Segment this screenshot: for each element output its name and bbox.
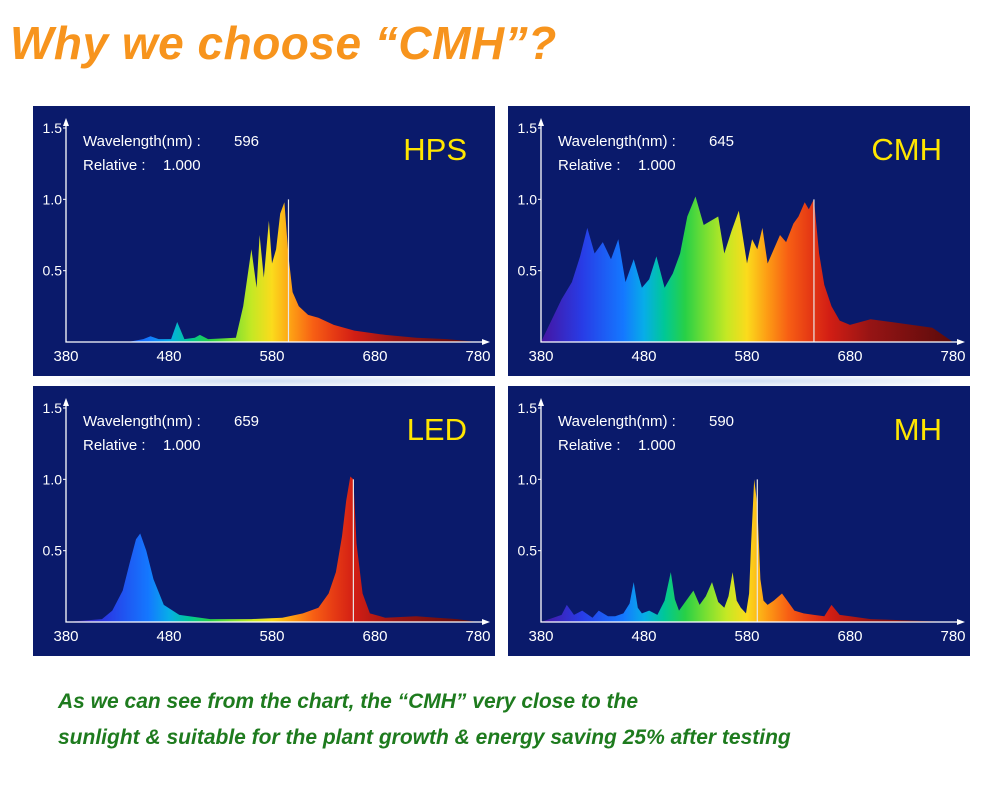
- y-tick-label: 1.0: [518, 471, 538, 487]
- wavelength-value: 659: [234, 413, 259, 430]
- axes: [540, 122, 961, 343]
- x-tick-label: 580: [259, 348, 284, 365]
- x-tick-label: 680: [362, 348, 387, 365]
- y-axis-arrow-icon: [538, 398, 544, 406]
- x-tick-label: 380: [53, 628, 78, 645]
- spectrum-panel-cmh: 380 480 580 680 780 1.5 1.0 0.5 Wavelength(nm) :…: [508, 106, 970, 376]
- spectrum-area-cmh: [541, 196, 953, 342]
- x-tick-label: 780: [465, 348, 490, 365]
- x-axis-arrow-icon: [957, 619, 965, 625]
- relative-label: Relative :: [83, 157, 146, 174]
- panel-reflection-right: [540, 376, 940, 386]
- axes: [65, 402, 486, 623]
- spectrum-chart-cmh: 380 480 580 680 780 1.5 1.0 0.5 Wavelength(nm) :…: [518, 118, 966, 365]
- relative-label: Relative :: [558, 437, 621, 454]
- panel-reflection-left: [60, 376, 460, 386]
- page-title: Why we choose “CMH”?: [10, 17, 557, 69]
- x-tick-label: 780: [940, 628, 965, 645]
- wavelength-label: Wavelength(nm) :: [83, 413, 201, 430]
- y-tick-label: 0.5: [43, 263, 63, 279]
- spectrum-panel-mh: 380 480 580 680 780 1.5 1.0 0.5 Wavelength(nm) :…: [508, 386, 970, 656]
- wavelength-label: Wavelength(nm) :: [558, 413, 676, 430]
- lamp-type-title: LED: [407, 412, 467, 447]
- relative-label: Relative :: [83, 437, 146, 454]
- y-axis-arrow-icon: [63, 118, 69, 126]
- x-tick-label: 780: [940, 348, 965, 365]
- x-tick-label: 380: [528, 348, 553, 365]
- spectrum-area-mh: [541, 479, 953, 622]
- x-tick-label: 480: [631, 628, 656, 645]
- x-tick-label: 780: [465, 628, 490, 645]
- x-tick-label: 680: [362, 628, 387, 645]
- lamp-type-title: MH: [894, 412, 942, 447]
- x-tick-label: 480: [156, 628, 181, 645]
- x-tick-label: 580: [734, 348, 759, 365]
- relative-value: 1.000: [163, 437, 201, 454]
- x-axis-arrow-icon: [482, 619, 490, 625]
- y-tick-label: 1.0: [43, 191, 63, 207]
- caption-line-1: As we can see from the chart, the “CMH” …: [58, 690, 639, 713]
- axes: [540, 402, 961, 623]
- spectrum-area-hps: [66, 202, 478, 342]
- y-tick-label: 1.0: [43, 471, 63, 487]
- wavelength-label: Wavelength(nm) :: [558, 133, 676, 150]
- relative-value: 1.000: [638, 437, 676, 454]
- x-tick-label: 480: [631, 348, 656, 365]
- x-tick-label: 680: [837, 348, 862, 365]
- x-tick-label: 580: [734, 628, 759, 645]
- lamp-type-title: HPS: [403, 132, 467, 167]
- y-tick-label: 0.5: [43, 543, 63, 559]
- spectrum-panel-led: 380 480 580 680 780 1.5 1.0 0.5 Wavelength(nm) :…: [33, 386, 495, 656]
- x-axis-arrow-icon: [482, 339, 490, 345]
- x-tick-label: 380: [528, 628, 553, 645]
- y-tick-label: 0.5: [518, 543, 538, 559]
- x-tick-label: 680: [837, 628, 862, 645]
- y-tick-label: 1.5: [518, 120, 538, 136]
- y-tick-label: 1.5: [43, 120, 63, 136]
- axes: [65, 122, 486, 343]
- x-tick-label: 580: [259, 628, 284, 645]
- wavelength-value: 645: [709, 133, 734, 150]
- spectrum-area-led: [66, 476, 478, 622]
- y-axis-arrow-icon: [538, 118, 544, 126]
- caption-line-2: sunlight & suitable for the plant growth…: [58, 726, 791, 749]
- y-tick-label: 1.5: [518, 400, 538, 416]
- x-tick-label: 380: [53, 348, 78, 365]
- spectrum-chart-hps: 380 480 580 680 780 1.5 1.0 0.5 Wavelength(nm) :…: [43, 118, 491, 365]
- relative-value: 1.000: [638, 157, 676, 174]
- wavelength-label: Wavelength(nm) :: [83, 133, 201, 150]
- spectrum-chart-mh: 380 480 580 680 780 1.5 1.0 0.5 Wavelength(nm) :…: [518, 398, 966, 645]
- y-axis-arrow-icon: [63, 398, 69, 406]
- y-tick-label: 1.0: [518, 191, 538, 207]
- relative-value: 1.000: [163, 157, 201, 174]
- x-axis-arrow-icon: [957, 339, 965, 345]
- y-tick-label: 0.5: [518, 263, 538, 279]
- relative-label: Relative :: [558, 157, 621, 174]
- spectrum-panel-hps: 380 480 580 680 780 1.5 1.0 0.5 Wavelength(nm) :…: [33, 106, 495, 376]
- spectrum-chart-led: 380 480 580 680 780 1.5 1.0 0.5 Wavelength(nm) :…: [43, 398, 491, 645]
- lamp-type-title: CMH: [871, 132, 942, 167]
- wavelength-value: 596: [234, 133, 259, 150]
- x-tick-label: 480: [156, 348, 181, 365]
- wavelength-value: 590: [709, 413, 734, 430]
- y-tick-label: 1.5: [43, 400, 63, 416]
